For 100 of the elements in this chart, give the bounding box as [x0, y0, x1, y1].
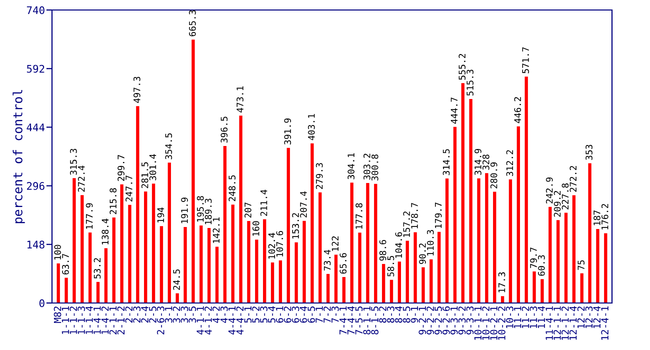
- data-label: 315.3: [70, 148, 77, 175]
- data-label: 53.2: [94, 258, 101, 279]
- data-label: 571.7: [522, 47, 529, 74]
- bar: [247, 221, 250, 303]
- bar: [604, 233, 608, 303]
- data-label: 280.9: [490, 162, 498, 188]
- data-label: 281.5: [141, 162, 148, 188]
- bar: [270, 262, 274, 303]
- data-label: 73.4: [324, 250, 331, 271]
- x-tick-label: 1-1-4: [86, 306, 93, 334]
- bar: [176, 293, 179, 303]
- data-label: 396.5: [220, 116, 228, 143]
- data-label: 177.8: [356, 203, 362, 229]
- x-tick-label: 2-4: [141, 306, 148, 323]
- x-tick-label: 10-1-1: [474, 306, 482, 340]
- data-label: 194: [157, 208, 164, 222]
- x-tick-label: 2-5: [149, 306, 156, 323]
- x-tick-label: 9-3-1: [450, 306, 458, 334]
- data-label: 176.2: [601, 204, 608, 230]
- x-tick-label: 10-1-2: [482, 306, 490, 340]
- x-tick-label: 6-5: [308, 306, 316, 323]
- y-tick-label: 740: [26, 6, 44, 14]
- data-label: 63.7: [62, 254, 69, 274]
- x-tick-label: 10-2-2: [498, 306, 506, 340]
- bar: [358, 232, 362, 303]
- bar: [493, 192, 496, 303]
- data-label: 138.4: [102, 218, 109, 244]
- x-tick-label: 12-1-1: [554, 306, 561, 340]
- bar: [382, 264, 386, 303]
- x-tick-label: 1-1-3: [78, 306, 85, 334]
- x-tick-label: 11-2: [522, 306, 530, 328]
- x-tick-label: 5-2: [252, 306, 260, 323]
- data-label: 272.2: [570, 166, 576, 192]
- bar: [144, 192, 148, 303]
- data-label: 446.2: [514, 97, 522, 124]
- x-tick-label: 4-4-2: [236, 306, 244, 335]
- bar: [294, 242, 298, 303]
- x-tick-label: 7-3: [331, 306, 339, 323]
- data-label: 142.1: [212, 217, 220, 243]
- bar: [500, 296, 504, 303]
- data-label: 160: [252, 221, 260, 236]
- data-label: 314.5: [442, 149, 450, 176]
- y-axis-title: percent of control: [12, 90, 25, 224]
- x-tick-label: 8-3: [386, 306, 394, 323]
- data-label: 207.4: [300, 191, 307, 218]
- x-tick-label: 6-4: [300, 306, 308, 323]
- bar: [262, 219, 266, 303]
- x-tick-label: 2-1-2: [117, 306, 125, 334]
- data-label: 328: [482, 154, 490, 170]
- data-label: 303.2: [364, 154, 370, 180]
- bar: [469, 98, 472, 303]
- data-label: 444.7: [450, 98, 458, 124]
- data-label: 122: [332, 236, 338, 251]
- bar: [200, 225, 203, 303]
- bar: [430, 259, 433, 303]
- x-tick-label: 8-1-1: [363, 306, 371, 334]
- bar: [398, 262, 402, 303]
- x-tick-label: 12-1-4: [569, 306, 577, 340]
- y-tick-label: 444: [26, 124, 45, 132]
- x-tick-label: 10-2-1: [490, 306, 498, 340]
- data-label: 391.9: [284, 118, 292, 144]
- data-label: 304.1: [348, 153, 354, 180]
- data-label: 207: [244, 202, 252, 218]
- bar: [152, 184, 156, 303]
- data-label: 247.7: [126, 176, 132, 202]
- x-tick-label: 3-2: [172, 306, 180, 323]
- data-label: 157.2: [403, 212, 410, 237]
- x-tick-label: 7-1: [316, 306, 323, 323]
- bar: [136, 106, 140, 303]
- x-tick-label: 1-1-2: [70, 306, 77, 334]
- bar: [184, 227, 187, 303]
- x-tick-label: 5-3: [260, 306, 268, 323]
- y-tick-label: 148: [27, 240, 44, 249]
- data-label: 187: [594, 210, 600, 226]
- bar: [112, 218, 116, 303]
- data-label: 211.4: [260, 190, 268, 216]
- bar: [453, 126, 457, 303]
- bar: [223, 146, 227, 303]
- x-tick-label: M82: [54, 306, 62, 323]
- bar: [540, 279, 544, 303]
- data-label: 312.2: [506, 150, 514, 176]
- y-tick-label: 592: [26, 64, 44, 73]
- data-label: 555.2: [458, 54, 466, 80]
- data-label: 497.3: [133, 76, 140, 103]
- data-label: 515.3: [466, 70, 474, 96]
- bar: [192, 40, 195, 303]
- x-tick-label: 9-2-1: [418, 306, 426, 334]
- data-label: 403.1: [308, 114, 315, 140]
- data-label: 354.5: [165, 133, 172, 160]
- data-label: 75: [578, 260, 584, 270]
- bar: [422, 267, 425, 303]
- bar: [88, 232, 92, 303]
- bar: [231, 204, 234, 303]
- data-label: 353: [586, 144, 592, 160]
- bar: [342, 277, 346, 303]
- x-tick-label: 10-3: [506, 306, 514, 328]
- data-label: 17.3: [498, 272, 506, 292]
- x-tick-label: 4-2: [212, 306, 220, 323]
- bar: [406, 240, 409, 303]
- x-tick-label: 12-4-1: [601, 306, 608, 340]
